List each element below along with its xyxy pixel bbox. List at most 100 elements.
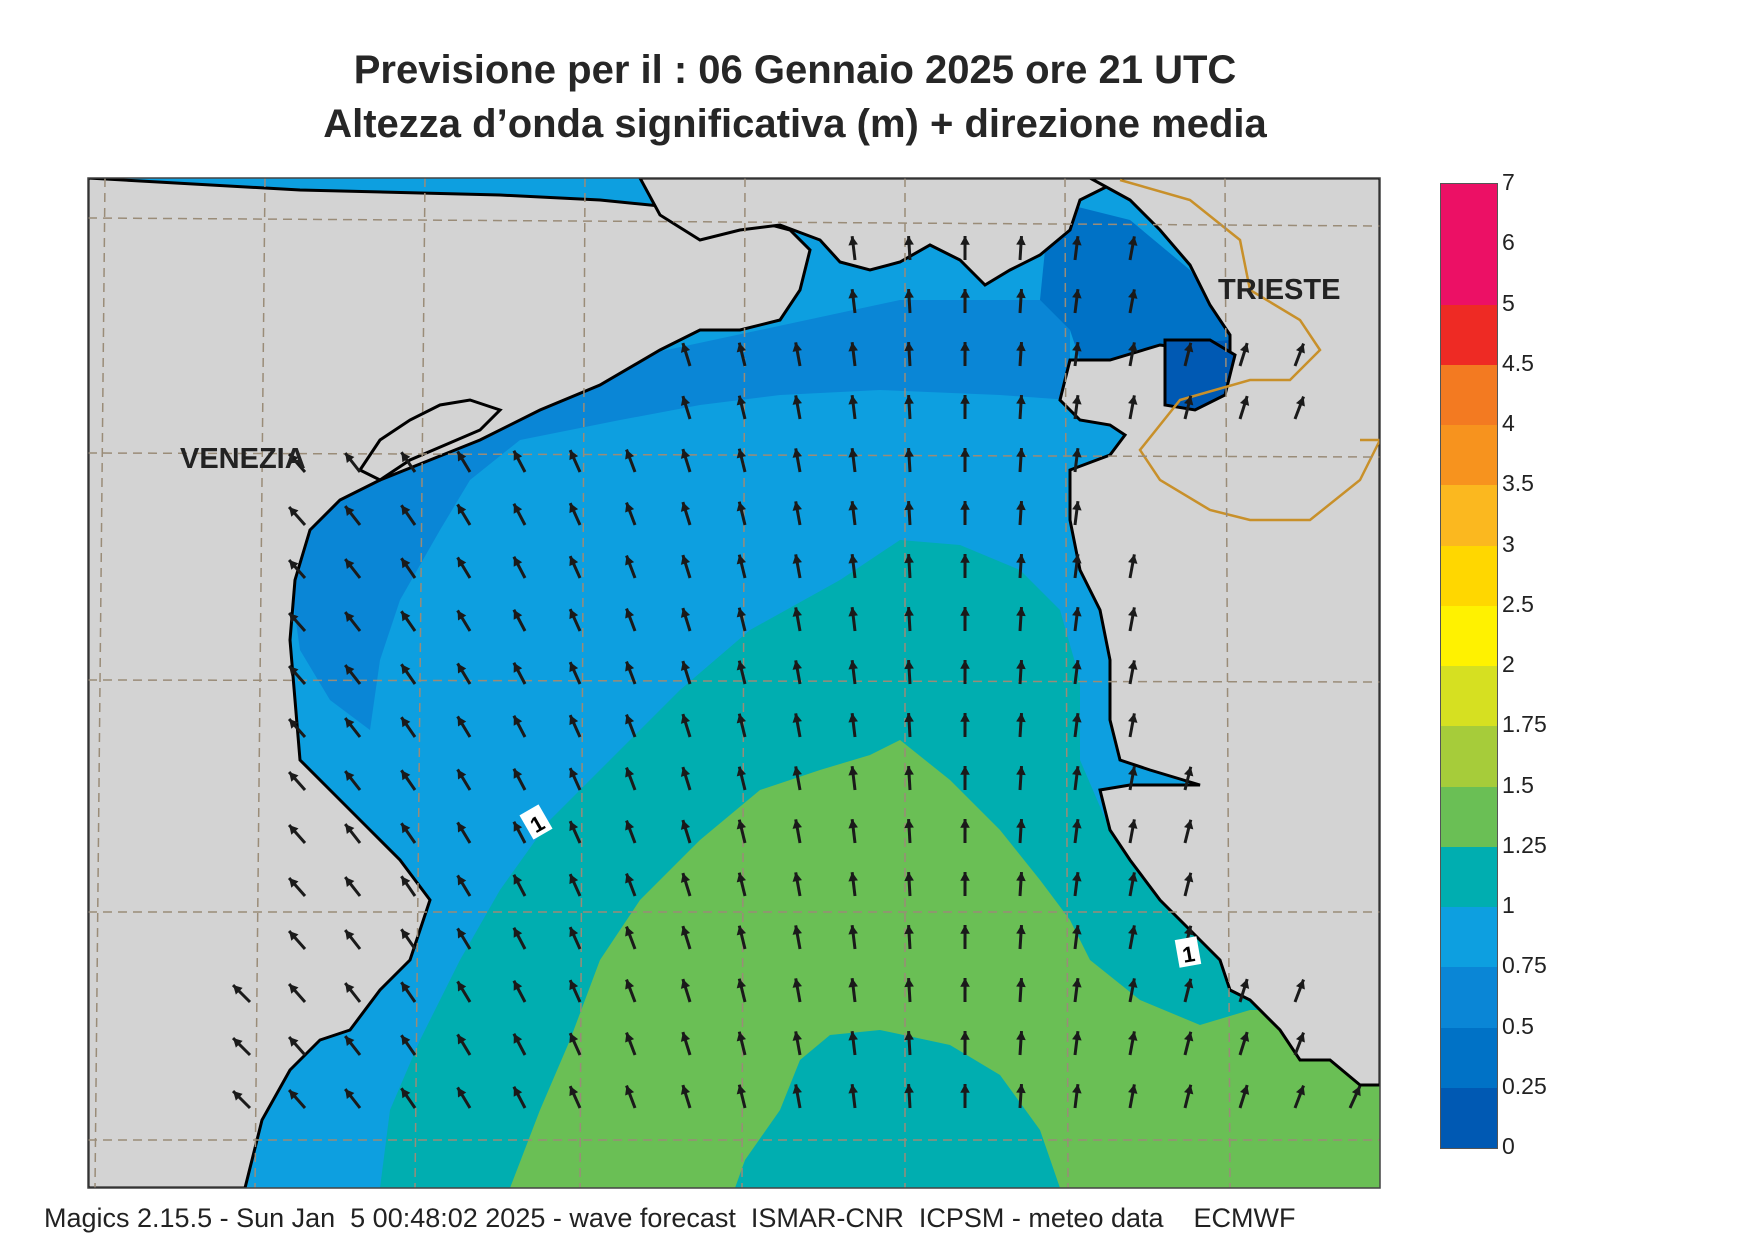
wave-arrow-head [792, 766, 802, 776]
wave-arrow-head [513, 1033, 523, 1044]
wave-arrow-head [625, 767, 635, 778]
wave-arrow-head [625, 926, 635, 937]
wave-arrow-head [904, 1084, 914, 1094]
color-scale-tick-label: 3 [1502, 530, 1515, 557]
wave-arrow-head [1184, 978, 1194, 989]
wave-arrow-head [960, 713, 970, 722]
color-scale-tick-label: 0.25 [1502, 1072, 1547, 1099]
wave-arrow-head [401, 717, 411, 728]
wave-arrow-head [1239, 979, 1250, 989]
wave-arrow-head [1128, 236, 1138, 246]
wave-arrow-head [1072, 713, 1082, 723]
wave-arrow-head [680, 502, 691, 512]
wave-arrow-head [1239, 396, 1250, 406]
wave-arrow-head [904, 1031, 914, 1041]
wave-arrow-head [457, 981, 467, 992]
wave-arrow-head [680, 1085, 691, 1095]
color-scale-tick-label: 1 [1502, 892, 1515, 918]
wave-arrow-head [792, 395, 802, 405]
color-scale-tick-label: 0 [1502, 1133, 1515, 1159]
border-line [1119, 178, 1380, 522]
wave-arrow-head [960, 872, 970, 881]
wave-arrow-head [1016, 766, 1026, 776]
land-north [638, 178, 1380, 287]
wave-arrow-head [345, 771, 355, 781]
wave-arrow-head [960, 819, 970, 828]
wave-arrow-head [1128, 872, 1138, 882]
color-scale-bar [1440, 183, 1498, 1149]
wave-arrow-head [457, 504, 467, 515]
wave-arrow-head [736, 448, 747, 459]
wave-arrow-head [1184, 766, 1194, 777]
wave-arrow-head [1295, 1085, 1305, 1096]
wave-arrow-head [960, 448, 970, 457]
wave-arrow-head [345, 453, 355, 463]
wave-arrow-head [1016, 1084, 1026, 1094]
wave-arrow-head [960, 342, 970, 351]
wave-arrow-head [1128, 766, 1138, 776]
wave-arrow-head [792, 925, 802, 935]
wave-arrow-head [401, 929, 411, 940]
color-scale-tick-label: 5 [1502, 289, 1515, 316]
wave-arrow-head [1128, 1084, 1138, 1094]
wave-arrow-head [1128, 554, 1138, 564]
wave-arrow-head [1184, 1031, 1194, 1042]
wave-arrow-head [1072, 607, 1082, 617]
wave-arrow-head [1128, 395, 1138, 405]
wave-arrow-head [1016, 872, 1026, 882]
wave-arrow-head [233, 1091, 243, 1101]
wave-arrow-head [680, 343, 691, 353]
wave-arrow-head [1239, 1085, 1250, 1095]
wave-arrow-head [1128, 289, 1138, 299]
wave-arrow-head [736, 1084, 747, 1095]
city-label-venezia: VENEZIA [180, 443, 306, 475]
wave-arrow-head [960, 395, 970, 404]
wave-arrow-head [1072, 501, 1082, 511]
wave-arrow-head [904, 395, 914, 405]
wave-arrow-head [569, 715, 579, 726]
wave-arrow-head [345, 612, 355, 622]
wave-arrow-head [1016, 978, 1026, 988]
wave-arrow-head [1128, 1031, 1138, 1041]
wave-arrow-head [569, 927, 579, 938]
wave-arrow-head [680, 767, 691, 777]
wave-arrow-head [289, 984, 299, 994]
color-scale-tick-label: 2.5 [1502, 590, 1534, 617]
wave-arrow-head [625, 608, 635, 619]
wave-arrow-head [1128, 713, 1138, 723]
wave-arrow-head [848, 1031, 858, 1041]
wave-arrow-head [345, 506, 355, 516]
wave-arrow-head [1239, 343, 1250, 353]
wave-arrow-head [792, 554, 802, 564]
wave-arrow-head [289, 1090, 299, 1100]
wave-arrow-head [792, 501, 802, 511]
color-scale-tick-label: 7 [1502, 169, 1515, 195]
wave-arrow-head [569, 662, 579, 673]
wave-arrow-head [1016, 925, 1026, 935]
wave-arrow-head [1016, 395, 1026, 405]
wave-arrow-head [680, 396, 691, 406]
wave-arrow-head [1351, 1086, 1361, 1097]
wave-arrow-head [736, 925, 747, 936]
wave-arrow-head [457, 1087, 467, 1098]
wave-arrow-head [1128, 925, 1138, 935]
wave-arrow-head [736, 978, 747, 989]
wave-arrow-head [848, 766, 858, 776]
wave-arrow-head [904, 342, 914, 352]
wave-arrow-head [1184, 872, 1194, 883]
wave-arrow-head [960, 501, 970, 510]
wave-arrow-head [680, 661, 691, 671]
wave-arrow-head [736, 713, 747, 724]
wave-arrow-head [1072, 872, 1082, 882]
wave-arrow-head [960, 607, 970, 616]
wave-arrow-head [848, 660, 858, 670]
wave-arrow-head [1184, 1084, 1194, 1095]
wave-arrow-head [1072, 1031, 1082, 1041]
wave-arrow-head [792, 1084, 802, 1094]
wave-arrow-head [792, 1031, 802, 1041]
color-scale-tick-label: 1.5 [1502, 771, 1534, 798]
lagoon-lido [357, 398, 503, 482]
wave-arrow-head [233, 1038, 243, 1048]
wave-arrow-head [457, 557, 467, 568]
wave-arrow-head [345, 877, 355, 887]
